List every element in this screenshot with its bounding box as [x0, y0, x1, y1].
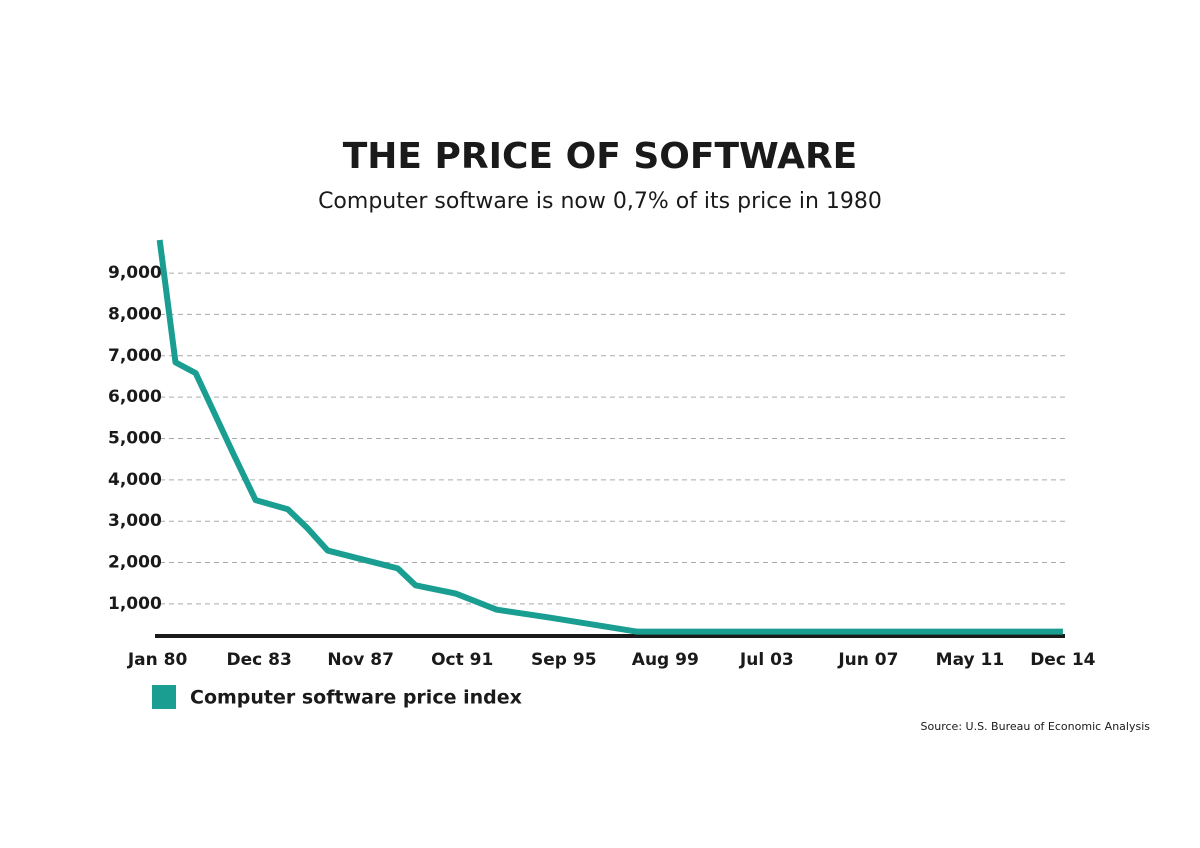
y-tick-label: 7,000: [108, 346, 162, 366]
x-tick-label: Dec 83: [226, 650, 291, 670]
chart-subtitle: Computer software is now 0,7% of its pri…: [318, 189, 882, 214]
y-tick-label: 6,000: [108, 387, 162, 407]
x-tick-label: Sep 95: [531, 650, 597, 670]
y-tick-label: 4,000: [108, 470, 162, 490]
x-tick-label: May 11: [936, 650, 1005, 670]
x-tick-label: Jan 80: [127, 650, 188, 670]
source-note: Source: U.S. Bureau of Economic Analysis: [921, 720, 1151, 733]
y-tick-label: 9,000: [108, 263, 162, 283]
x-tick-label: Jun 07: [837, 650, 898, 670]
x-tick-label: Dec 14: [1030, 650, 1095, 670]
y-tick-label: 8,000: [108, 304, 162, 324]
x-tick-label: Oct 91: [431, 650, 493, 670]
y-tick-label: 3,000: [108, 511, 162, 531]
x-tick-label: Nov 87: [327, 650, 394, 670]
x-tick-label: Jul 03: [739, 650, 794, 670]
legend-label: Computer software price index: [190, 687, 522, 709]
y-tick-label: 2,000: [108, 553, 162, 573]
data-line: [156, 239, 1063, 635]
legend-swatch: [152, 685, 176, 709]
chart-title: THE PRICE OF SOFTWARE: [343, 136, 858, 177]
y-tick-label: 5,000: [108, 428, 162, 448]
x-tick-label: Aug 99: [632, 650, 699, 670]
y-tick-label: 1,000: [108, 594, 162, 614]
